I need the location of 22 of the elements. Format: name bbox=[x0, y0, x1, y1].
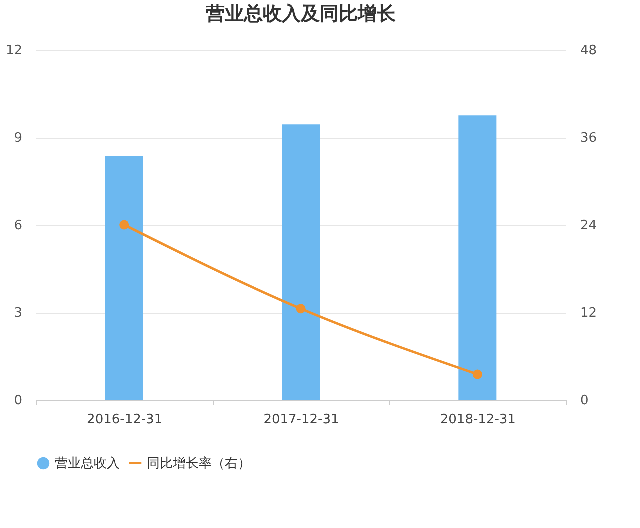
x-tick-label: 2016-12-31 bbox=[87, 412, 163, 428]
bar bbox=[282, 124, 320, 400]
y-tick-label: 9 bbox=[14, 131, 22, 146]
x-tick-label: 2017-12-31 bbox=[264, 412, 340, 428]
point bbox=[120, 220, 130, 230]
point bbox=[472, 370, 482, 380]
y-tick-label: 0 bbox=[14, 394, 22, 408]
y2-tick-label: 48 bbox=[580, 44, 598, 58]
legend-label: 营业总收入 bbox=[55, 456, 120, 472]
x-tick-label: 2018-12-31 bbox=[440, 412, 516, 428]
y2-tick-label: 24 bbox=[580, 218, 598, 234]
y-tick-label: 12 bbox=[6, 44, 22, 58]
legend-label: 同比增长率（右） bbox=[147, 456, 251, 472]
chart-title: 营业总收入及同比增长 bbox=[205, 3, 397, 25]
bar bbox=[458, 116, 497, 400]
y-tick-label: 6 bbox=[14, 218, 22, 234]
point bbox=[296, 304, 306, 314]
y-tick-label: 3 bbox=[14, 306, 22, 321]
y2-tick-label: 0 bbox=[580, 394, 589, 408]
y2-tick-label: 36 bbox=[580, 131, 598, 146]
bar bbox=[105, 156, 144, 400]
y2-tick-label: 12 bbox=[580, 306, 598, 321]
